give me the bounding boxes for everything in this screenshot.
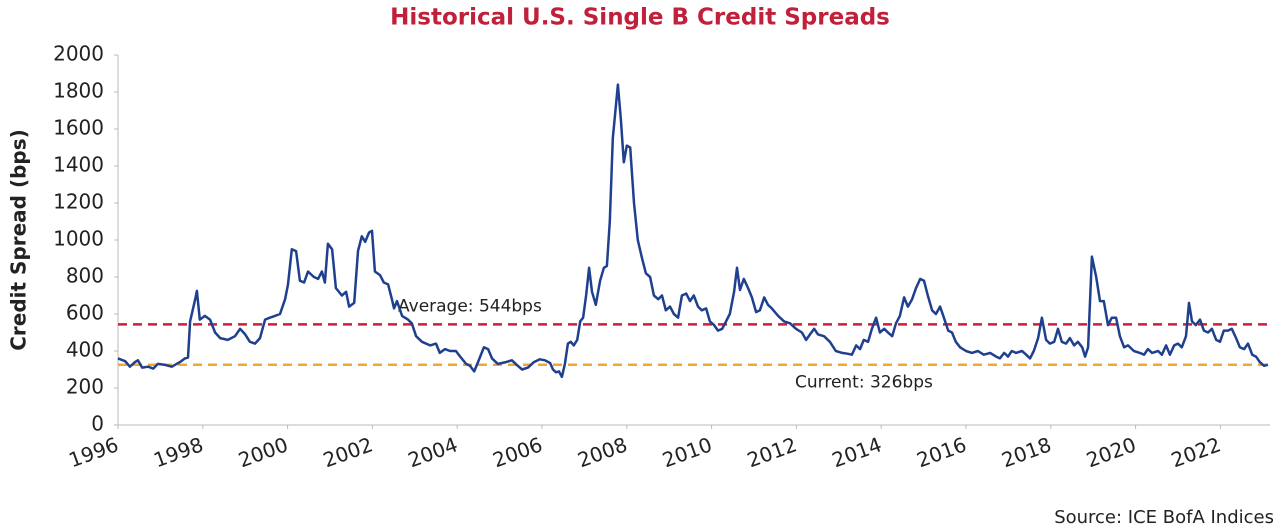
x-tick-label: 1998 [150,432,206,472]
y-tick-label: 1800 [53,79,104,103]
x-tick-label: 2012 [744,432,800,472]
x-tick-label: 2002 [320,432,376,472]
y-tick-label: 600 [66,301,104,325]
y-tick-label: 2000 [53,42,104,66]
reference-label: Current: 326bps [795,373,933,393]
y-tick-label: 200 [66,375,104,399]
chart-title: Historical U.S. Single B Credit Spreads [390,5,890,31]
spread-line [117,83,1269,379]
reference-label: Average: 544bps [398,296,542,316]
x-tick-label: 2018 [998,432,1054,472]
x-tick-label: 2014 [829,432,885,472]
y-axis-label: Credit Spread (bps) [7,129,31,351]
x-tick-label: 2020 [1083,432,1139,472]
x-tick-label: 2006 [490,432,546,472]
y-tick-label: 1400 [53,153,104,177]
y-tick-label: 400 [66,338,104,362]
y-tick-label: 0 [91,412,104,436]
y-tick-label: 1600 [53,116,104,140]
y-tick-label: 800 [66,264,104,288]
x-tick-label: 2010 [659,432,715,472]
x-tick-label: 2016 [914,432,970,472]
x-tick-label: 1996 [66,432,122,472]
x-tick-label: 2000 [235,432,291,472]
x-tick-label: 2004 [405,432,461,472]
y-tick-label: 1000 [53,227,104,251]
y-tick-label: 1200 [53,190,104,214]
x-tick-label: 2008 [574,432,630,472]
source-note: Source: ICE BofA Indices [1054,507,1274,528]
x-tick-label: 2022 [1168,432,1224,472]
